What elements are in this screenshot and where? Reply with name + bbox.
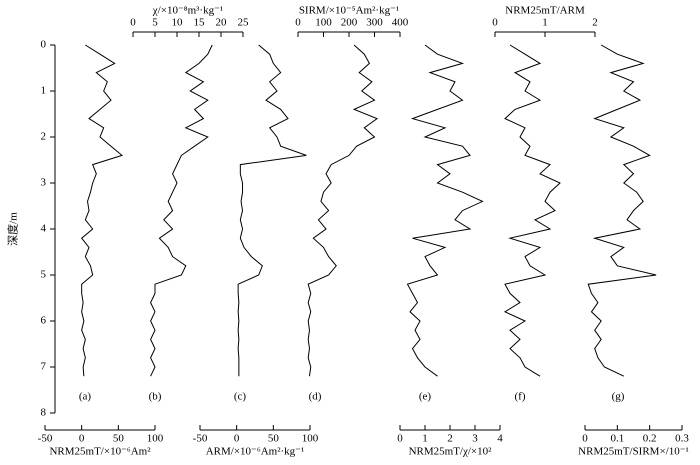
x-axis-label: NRM25mT/×10⁻⁶Am² (49, 446, 151, 458)
x-tick-label: -50 (193, 433, 208, 445)
x-tick-label: 50 (113, 433, 125, 445)
x-tick-label: 100 (315, 17, 332, 29)
x-tick-label: 200 (341, 17, 358, 29)
x-tick-label: 2 (592, 17, 598, 29)
x-axis-label: SIRM/×10⁻⁵Am²·kg⁻¹ (299, 5, 399, 17)
x-tick-label: -50 (38, 433, 53, 445)
x-tick-label: 2 (447, 433, 453, 445)
x-axis-label: χ/×10⁻⁸m³·kg⁻¹ (152, 5, 223, 17)
x-axis-label: NRM25mT/ARM (505, 5, 585, 17)
panel-label: (f) (515, 391, 526, 403)
panel-label: (e) (419, 391, 432, 403)
y-tick-label: 8 (41, 407, 47, 419)
y-tick-label: 2 (41, 131, 47, 143)
profile-line (150, 44, 213, 377)
profile-line (80, 44, 124, 377)
profile-line (503, 44, 561, 377)
x-tick-label: 1 (422, 433, 428, 445)
panel-label: (c) (234, 391, 247, 403)
x-tick-label: 4 (497, 433, 503, 445)
x-tick-label: 100 (147, 433, 164, 445)
y-tick-label: 6 (41, 315, 47, 327)
x-axis-label: NRM25mT/SIRM×/10⁻¹ (578, 446, 689, 458)
profile-line (587, 44, 657, 377)
x-tick-label: 100 (302, 433, 319, 445)
x-tick-label: 0 (492, 17, 498, 29)
x-tick-label: 25 (238, 17, 250, 29)
panel-label: (d) (309, 391, 322, 403)
panel-label: (b) (149, 391, 162, 403)
x-tick-label: 0.3 (675, 433, 689, 445)
x-tick-label: 10 (172, 17, 184, 29)
x-tick-label: 0 (397, 433, 403, 445)
y-tick-label: 5 (41, 269, 47, 281)
x-axis-label: NRM25mT/χ/×10² (409, 446, 493, 458)
x-tick-label: 400 (392, 17, 409, 29)
y-tick-label: 4 (41, 223, 47, 235)
x-tick-label: 20 (216, 17, 228, 29)
x-tick-label: 0.2 (643, 433, 657, 445)
panel-label: (a) (79, 391, 92, 403)
x-axis-label: ARM/×10⁻⁶Am²·kg⁻¹ (206, 446, 305, 458)
x-tick-label: 15 (194, 17, 206, 29)
y-tick-label: 1 (41, 85, 47, 97)
profile-line (307, 44, 379, 377)
x-tick-label: 0 (295, 17, 301, 29)
x-tick-label: 0.1 (610, 433, 624, 445)
x-tick-label: 0 (234, 433, 240, 445)
x-tick-label: 0 (582, 433, 588, 445)
x-tick-label: 5 (152, 17, 158, 29)
x-tick-label: 0 (79, 433, 85, 445)
x-tick-label: 300 (366, 17, 383, 29)
y-tick-label: 7 (41, 361, 47, 373)
x-tick-label: 1 (542, 17, 548, 29)
y-axis-label: 深度/m (6, 212, 20, 246)
x-tick-label: 50 (268, 433, 280, 445)
panel-label: (g) (612, 391, 625, 403)
profile-line (406, 44, 484, 377)
x-tick-label: 0 (130, 17, 136, 29)
profile-line (237, 44, 307, 377)
y-tick-label: 0 (41, 39, 47, 51)
x-tick-label: 3 (472, 433, 478, 445)
y-tick-label: 3 (41, 177, 47, 189)
